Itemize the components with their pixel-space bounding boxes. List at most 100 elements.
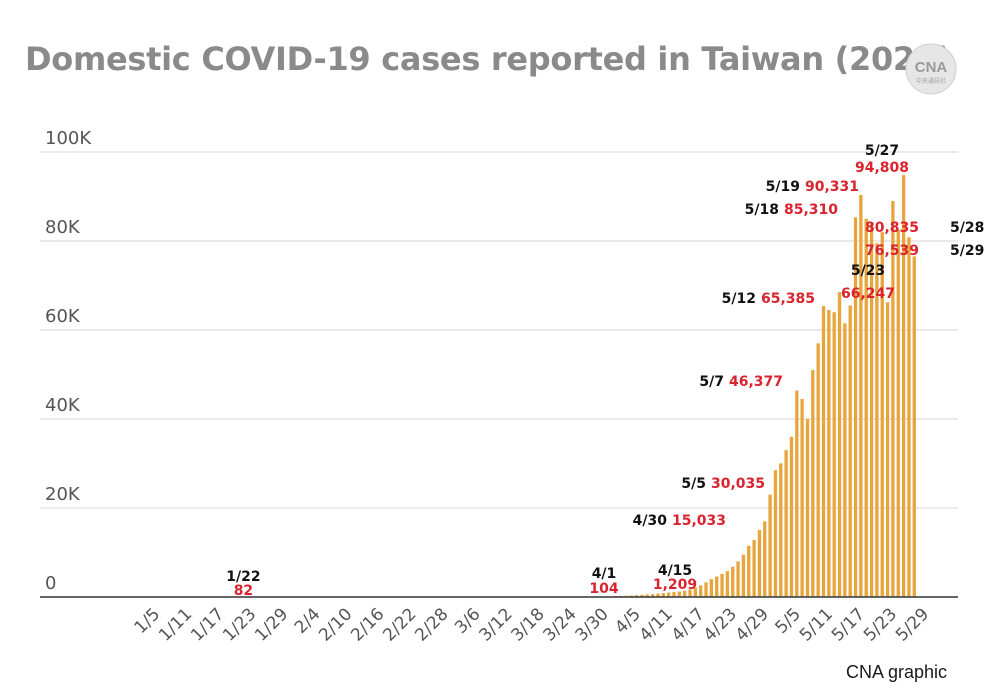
annotation-date: 4/15: [658, 563, 692, 579]
bar: [880, 232, 884, 597]
annotation-date: 5/19: [766, 179, 800, 195]
annotation-date: 5/29: [950, 243, 984, 259]
bar: [763, 521, 767, 597]
x-tick-label: 1/17: [187, 604, 228, 645]
bar: [869, 223, 874, 597]
bar: [800, 398, 804, 597]
bar: [795, 390, 799, 597]
annotation-value: 30,035: [711, 476, 765, 492]
bar: [768, 494, 772, 597]
annotation-value: 65,385: [761, 291, 815, 307]
annotation-date: 4/1: [592, 566, 617, 582]
y-tick-label: 80K: [45, 217, 81, 238]
bar: [709, 579, 714, 597]
bar: [757, 530, 762, 597]
bar: [741, 554, 746, 597]
bar: [789, 436, 794, 597]
bar: [720, 573, 724, 597]
bar: [731, 566, 735, 597]
bar: [645, 594, 649, 597]
x-tick-label: 4/17: [668, 604, 709, 645]
bar: [640, 594, 644, 597]
bar: [912, 256, 916, 597]
cna-logo-text: CNA: [915, 59, 948, 76]
annotation-value: 85,310: [784, 202, 838, 218]
bar: [907, 237, 911, 597]
x-tick-label: 2/22: [379, 604, 420, 645]
bar: [693, 587, 697, 597]
x-tick-label: 3/18: [508, 604, 549, 645]
credit-text: CNA graphic: [846, 662, 948, 682]
bar: [688, 589, 692, 597]
x-tick-label: 5/11: [796, 604, 837, 645]
bar: [811, 370, 815, 597]
bar: [715, 576, 719, 597]
annotation-value: 66,247: [841, 286, 895, 302]
annotation-date: 5/12: [722, 291, 756, 307]
annotation-date: 5/23: [851, 263, 885, 279]
bar: [805, 419, 810, 597]
x-tick-label: 5/29: [892, 604, 933, 645]
annotation-date: 5/27: [865, 143, 899, 159]
annotation-value: 80,835: [865, 220, 919, 236]
y-tick-label: 40K: [45, 395, 81, 416]
bar: [672, 592, 676, 597]
bar: [821, 306, 826, 597]
bar: [747, 545, 751, 597]
bar: [875, 243, 879, 597]
annotation-value: 104: [589, 581, 618, 597]
bar: [843, 323, 847, 597]
bar: [634, 595, 639, 597]
bar: [683, 590, 687, 597]
x-tick-label: 4/23: [700, 604, 741, 645]
x-tick-label: 3/30: [572, 604, 613, 645]
bar: [827, 309, 831, 597]
bar: [784, 450, 788, 597]
x-tick-label: 3/24: [540, 604, 581, 645]
bar: [656, 593, 660, 597]
bar: [736, 561, 740, 597]
bar: [832, 312, 836, 597]
x-tick-label: 4/29: [732, 604, 773, 645]
annotation-value: 76,539: [865, 243, 919, 259]
x-tick-label: 2/16: [347, 604, 388, 645]
y-tick-label: 20K: [45, 484, 81, 505]
bar: [891, 200, 895, 597]
x-tick-label: 5/17: [828, 604, 869, 645]
annotation-value: 15,033: [672, 513, 726, 529]
annotation-value: 1,209: [653, 577, 697, 593]
chart-title: Domestic COVID-19 cases reported in Taiw…: [25, 40, 952, 78]
y-tick-label: 0: [45, 573, 56, 594]
annotation-value: 82: [234, 583, 253, 599]
bar: [677, 591, 681, 597]
bar: [666, 592, 671, 597]
y-tick-label: 100K: [45, 128, 92, 149]
x-tick-label: 3/12: [475, 604, 516, 645]
annotation-value: 94,808: [855, 160, 909, 176]
bar: [779, 463, 783, 597]
bar: [901, 175, 906, 597]
bar: [704, 582, 708, 597]
annotation-date: 5/5: [681, 476, 706, 492]
bar: [650, 594, 655, 597]
bar: [661, 593, 665, 597]
annotation-date: 4/30: [633, 513, 668, 529]
x-tick-label: 2/28: [411, 604, 452, 645]
bar: [837, 292, 842, 597]
annotation-date: 1/22: [226, 569, 260, 585]
y-tick-label: 60K: [45, 306, 81, 327]
x-tick-label: 1/23: [219, 604, 260, 645]
annotation-date: 5/7: [699, 374, 724, 390]
bar: [885, 302, 890, 597]
bar: [699, 585, 703, 597]
bar: [896, 229, 900, 598]
bar: [848, 305, 852, 597]
bar: [864, 218, 868, 597]
cna-logo: CNA 中央通訊社: [905, 43, 957, 95]
annotation-date: 5/28: [950, 220, 984, 236]
x-tick-label: 5/23: [860, 604, 901, 645]
bar: [752, 540, 756, 597]
bar: [725, 571, 730, 597]
bar: [853, 217, 858, 597]
